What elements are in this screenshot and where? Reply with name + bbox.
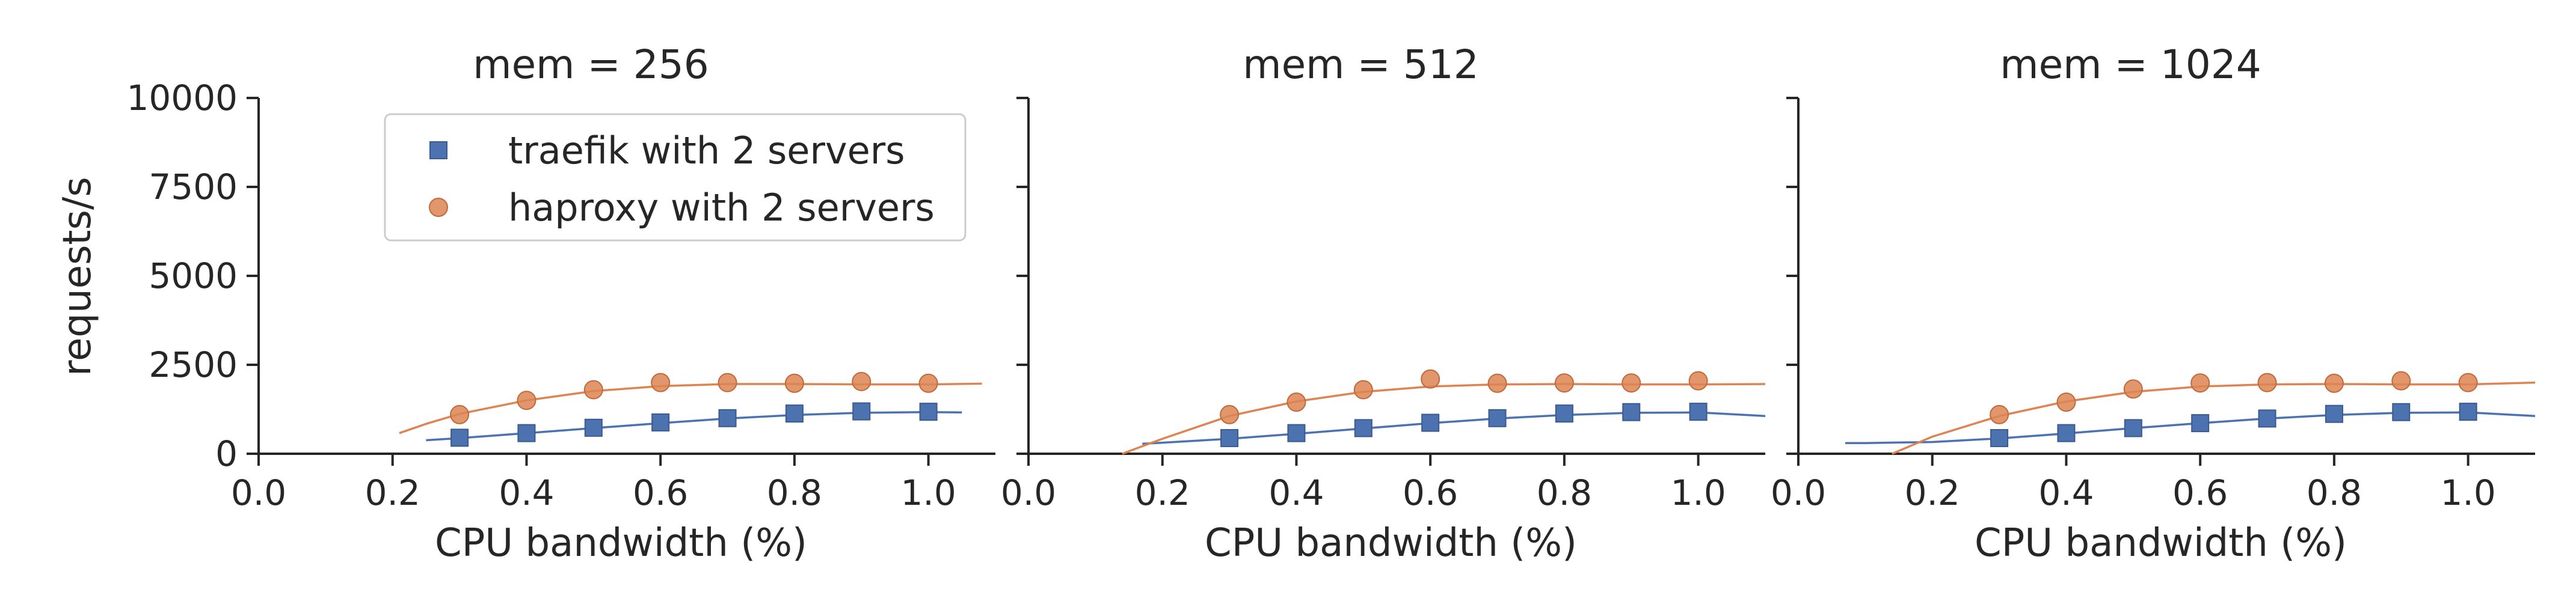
data-point (918, 373, 938, 393)
panel-title: mem = 256 (473, 41, 709, 88)
data-point (517, 391, 536, 410)
data-point (1487, 373, 1507, 393)
y-tick-label: 2500 (149, 344, 238, 385)
data-point (1688, 371, 1708, 391)
fit-line (1122, 383, 1766, 455)
data-point (2392, 403, 2411, 421)
data-point (2391, 371, 2411, 391)
x-tick-label: 0.6 (633, 472, 688, 513)
data-point (450, 428, 469, 447)
data-point (2458, 373, 2478, 392)
data-point (2124, 419, 2142, 438)
data-point (852, 402, 871, 421)
x-tick-label: 0.6 (1403, 472, 1458, 513)
data-point (2324, 373, 2344, 393)
panel-3: mem = 1024 0.0 0.2 0.4 0.6 0.8 1.0 CPU bandwidt… (1771, 41, 2536, 566)
x-tick-label: 0.2 (1135, 472, 1190, 513)
data-point (1220, 428, 1239, 447)
y-tick-label: 5000 (149, 255, 238, 296)
data-point (1353, 380, 1373, 400)
panel-title: mem = 1024 (2000, 41, 2261, 88)
fit-line (399, 382, 982, 435)
data-point (2191, 414, 2210, 433)
data-point (517, 424, 536, 442)
x-tick-label: 0.4 (2038, 472, 2094, 513)
x-tick-label: 0.2 (365, 472, 420, 513)
data-point (450, 404, 470, 424)
data-point (1421, 413, 1440, 432)
data-point (1354, 419, 1373, 438)
data-point (852, 371, 871, 391)
x-axis-label: CPU bandwidth (%) (1975, 521, 2347, 566)
x-tick-label: 0.8 (2307, 472, 2362, 513)
panel-2: mem = 512 0.0 0.2 0.4 0.6 0.8 1.0 CPU bandwidth… (1001, 41, 1766, 566)
x-axis-label: CPU bandwidth (%) (1205, 521, 1577, 566)
y-tick-label: 0 (215, 433, 238, 474)
legend-label: haproxy with 2 servers (508, 186, 935, 230)
x-tick-label: 0.2 (1905, 472, 1960, 513)
data-point (1220, 404, 1240, 424)
x-tick-label: 0.4 (1268, 472, 1324, 513)
data-point (1622, 373, 1641, 393)
data-point (785, 404, 804, 423)
data-point (784, 373, 804, 393)
data-point (718, 373, 737, 392)
data-point (1990, 428, 2009, 447)
x-tick-label: 1.0 (1671, 472, 1726, 513)
x-tick-label: 0.0 (1001, 472, 1056, 513)
y-tick-label: 7500 (149, 166, 238, 207)
legend-marker (429, 141, 447, 159)
data-point (651, 373, 671, 392)
data-point (2123, 379, 2143, 399)
fit-line (1892, 381, 2536, 455)
legend-frame (384, 113, 967, 242)
data-point (1554, 373, 1574, 393)
legend-label: traefik with 2 servers (508, 129, 905, 172)
chart-legend: traefik with 2 servers haproxy with 2 ser… (384, 113, 967, 242)
data-point (1689, 403, 1708, 421)
data-point (2190, 373, 2210, 393)
y-axis-label: requests/s (55, 177, 100, 376)
data-point (1622, 403, 1641, 421)
data-point (2258, 409, 2276, 428)
x-tick-label: 1.0 (901, 472, 956, 513)
chart-panels: mem = 256 0 2500 5000 7500 10000 0.0 0.2 0.4 0.6 0… (126, 41, 2536, 566)
x-tick-label: 0.8 (767, 472, 822, 513)
x-tick-label: 1.0 (2441, 472, 2496, 513)
x-tick-label: 0.6 (2172, 472, 2228, 513)
data-point (1286, 392, 1306, 412)
data-point (584, 418, 603, 437)
panel-1: mem = 256 0 2500 5000 7500 10000 0.0 0.2 0.4 0.6 0… (126, 41, 995, 566)
data-point (1990, 404, 2009, 424)
x-axis-label: CPU bandwidth (%) (435, 521, 807, 566)
x-tick-label: 0.4 (499, 472, 554, 513)
x-tick-label: 0.8 (1537, 472, 1592, 513)
panel-title: mem = 512 (1243, 41, 1478, 88)
data-point (2325, 404, 2343, 423)
data-point (1488, 409, 1507, 427)
legend-marker (429, 198, 448, 217)
fit-line (426, 410, 962, 442)
data-point (651, 413, 670, 432)
data-point (2057, 424, 2076, 442)
y-tick-label: 10000 (126, 78, 238, 118)
data-point (718, 409, 737, 427)
data-point (2056, 392, 2076, 412)
data-point (1555, 404, 1573, 423)
x-tick-label: 0.0 (231, 472, 286, 513)
data-point (1287, 424, 1306, 442)
data-point (2459, 403, 2477, 421)
data-point (583, 380, 603, 400)
x-tick-label: 0.0 (1771, 472, 1826, 513)
fit-line (1845, 411, 2536, 444)
data-point (919, 403, 938, 421)
data-point (2257, 373, 2277, 392)
data-point (1421, 369, 1440, 389)
